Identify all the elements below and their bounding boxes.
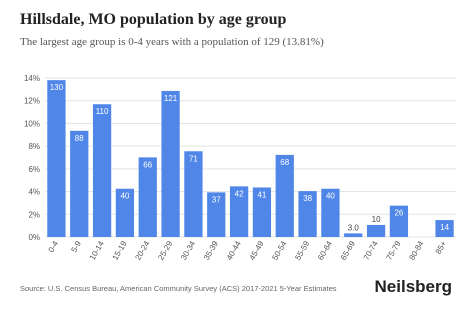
data-label: 14 [440, 223, 449, 232]
y-tick-label: 4% [28, 188, 40, 197]
data-label: 38 [303, 194, 312, 203]
bar [275, 154, 294, 237]
y-tick-label: 12% [24, 97, 40, 106]
x-tick-label: 5-9 [69, 239, 83, 254]
data-label: 40 [326, 192, 335, 201]
data-label: 3.0 [348, 223, 360, 232]
data-label: 130 [50, 83, 64, 92]
x-tick-label: 50-54 [270, 239, 288, 262]
x-tick-label: 85+ [434, 239, 449, 256]
y-tick-label: 8% [28, 142, 40, 151]
data-label: 10 [372, 215, 381, 224]
bar [321, 188, 340, 237]
bar [184, 151, 203, 237]
data-label: 121 [164, 94, 178, 103]
x-tick-label: 25-29 [156, 239, 174, 262]
x-tick-label: 0-4 [47, 239, 61, 254]
x-tick-label: 10-14 [88, 239, 106, 262]
data-label: 37 [212, 195, 221, 204]
x-tick-label: 45-49 [248, 239, 266, 262]
x-tick-label: 75-79 [385, 239, 403, 262]
y-tick-label: 10% [24, 119, 40, 128]
bar [366, 224, 386, 237]
bar [298, 191, 317, 237]
bar [252, 187, 272, 237]
x-tick-label: 60-64 [316, 239, 334, 262]
x-tick-label: 30-34 [179, 239, 197, 262]
y-tick-label: 14% [24, 74, 40, 83]
bar [47, 80, 66, 237]
data-label: 71 [189, 154, 198, 163]
data-label: 40 [120, 192, 129, 201]
bar [435, 220, 454, 237]
bar [92, 104, 112, 237]
bar [229, 186, 249, 237]
source: Source: U.S. Census Bureau, American Com… [20, 284, 337, 293]
x-tick-label: 65-69 [339, 239, 357, 262]
data-label: 68 [280, 158, 289, 167]
bar [207, 192, 226, 237]
bar [389, 205, 409, 237]
data-label: 66 [143, 160, 152, 169]
x-tick-label: 55-59 [293, 239, 311, 262]
y-tick-label: 2% [28, 210, 40, 219]
x-tick-label: 80-84 [407, 239, 425, 262]
data-label: 88 [75, 134, 84, 143]
chart-subtitle: The largest age group is 0-4 years with … [20, 36, 324, 48]
data-label: 42 [235, 189, 244, 198]
y-tick-label: 0% [28, 233, 40, 242]
x-tick-label: 20-24 [133, 239, 151, 262]
x-tick-label: 70-74 [362, 239, 380, 262]
bar [344, 233, 363, 237]
data-label: 26 [394, 209, 403, 218]
bar [161, 90, 180, 237]
x-tick-label: 15-19 [111, 239, 129, 262]
bar [70, 130, 89, 237]
data-label: 41 [257, 190, 266, 199]
brand: Neilsberg [375, 277, 452, 296]
x-tick-label: 40-44 [225, 239, 243, 262]
y-tick-label: 6% [28, 165, 40, 174]
data-label: 110 [96, 107, 109, 116]
chart-title: Hillsdale, MO population by age group [20, 11, 287, 28]
x-tick-label: 35-39 [202, 239, 220, 262]
bar [138, 157, 157, 237]
bar [115, 188, 135, 237]
